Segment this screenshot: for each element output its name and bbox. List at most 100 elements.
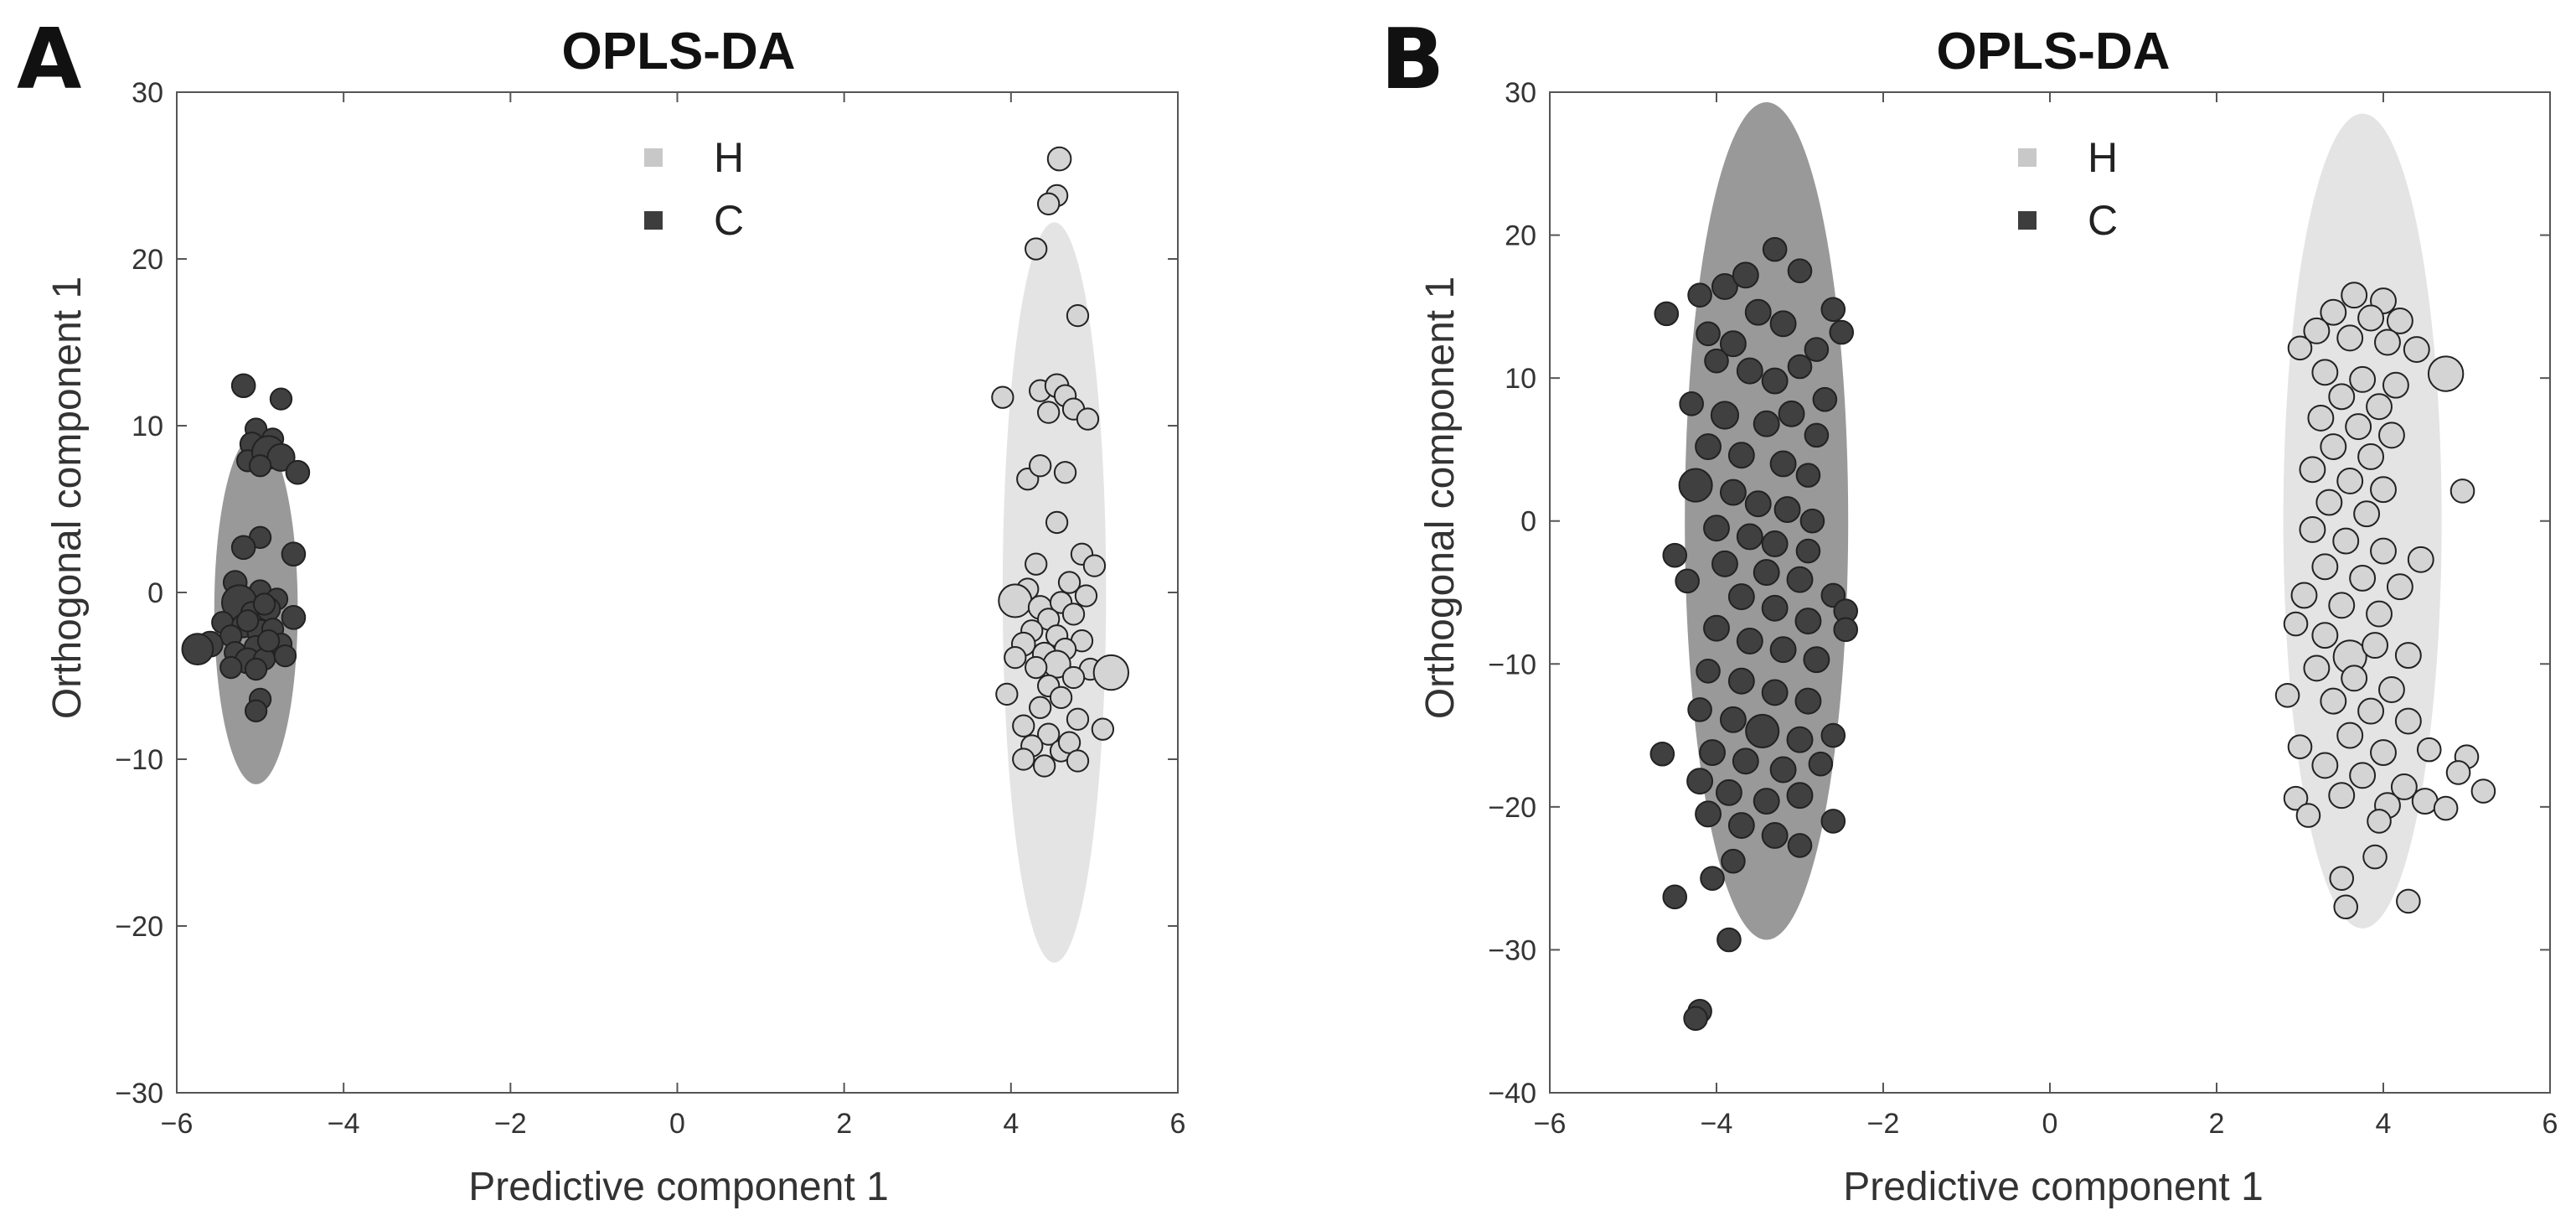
x-tick-label-b: −2 [1867, 1108, 1900, 1140]
point-c-b [1769, 450, 1797, 478]
legend-swatch-c-b [2018, 211, 2037, 230]
point-h-b [2320, 687, 2347, 715]
legend-swatch-h-a [644, 148, 663, 167]
point-c-b [1703, 515, 1730, 542]
point-h-b [2320, 433, 2347, 460]
point-h-a [1025, 237, 1048, 261]
point-c-b [1727, 583, 1755, 611]
x-tick-label-a: 4 [1003, 1108, 1019, 1140]
point-c-b [1716, 927, 1742, 953]
point-c-b [1736, 523, 1763, 551]
point-c-b [1686, 768, 1714, 795]
x-tick-label-a: −2 [494, 1108, 527, 1140]
point-h-b [2370, 739, 2397, 766]
point-c-b [1696, 321, 1721, 347]
y-tick-label-b: 0 [1520, 506, 1536, 538]
point-c-b [1649, 741, 1675, 767]
point-c-a [269, 387, 293, 411]
point-c-b [1732, 261, 1759, 289]
point-h-b [2370, 537, 2397, 565]
point-c-b [1786, 566, 1814, 593]
point-c-b [1719, 330, 1747, 358]
point-h-b [2403, 336, 2430, 363]
point-h-a [1012, 714, 1035, 737]
point-c-b [1769, 310, 1797, 338]
point-c-b [1687, 282, 1712, 308]
point-c-b [1745, 713, 1780, 749]
point-c-a [252, 592, 276, 616]
point-c-a [219, 655, 243, 680]
point-h-a [1045, 510, 1069, 535]
point-c-b [1804, 337, 1830, 362]
point-c-b [1787, 833, 1813, 858]
point-c-a [281, 541, 307, 567]
point-h-a [998, 583, 1033, 618]
point-c-b [1803, 646, 1830, 674]
point-h-b [2362, 632, 2389, 660]
x-tick-label-a: 0 [669, 1108, 685, 1140]
point-c-b [1773, 496, 1801, 524]
point-h-b [2394, 707, 2422, 735]
point-h-b [2283, 611, 2309, 637]
y-tick-label-a: 20 [132, 244, 163, 276]
x-tick-label-b: 2 [2209, 1108, 2225, 1140]
point-h-b [2311, 622, 2339, 649]
legend-label-c-b: C [2088, 197, 2118, 244]
point-c-a [235, 609, 260, 633]
point-c-b [1744, 490, 1772, 518]
x-tick-label-a: 2 [836, 1108, 852, 1140]
point-h-b [2307, 404, 2335, 432]
point-h-b [2357, 697, 2385, 725]
point-h-a [1029, 454, 1052, 478]
point-c-b [1678, 468, 1713, 503]
point-h-b [2311, 359, 2339, 386]
point-h-b [2394, 642, 2422, 670]
point-h-b [2353, 500, 2381, 528]
y-axis-label-a: Orthogonal component 1 [45, 277, 90, 719]
point-h-b [2295, 803, 2321, 828]
point-h-a [1066, 304, 1090, 328]
x-tick-label-a: 6 [1170, 1108, 1186, 1140]
point-c-b [1727, 812, 1755, 839]
point-c-b [1753, 410, 1780, 437]
point-h-b [2303, 317, 2331, 344]
y-axis-label-b: Orthogonal component 1 [1418, 277, 1463, 719]
point-c-b [1761, 594, 1789, 622]
point-h-b [2396, 888, 2421, 914]
point-h-b [2378, 676, 2405, 703]
point-c-b [1794, 608, 1822, 635]
point-h-b [2445, 760, 2471, 785]
point-c-b [1761, 367, 1789, 395]
point-h-b [2407, 546, 2434, 573]
point-c-b [1778, 400, 1805, 427]
point-c-b [1786, 726, 1814, 753]
panel-letter-a: A [17, 10, 81, 108]
point-c-b [1687, 697, 1712, 722]
point-h-b [2274, 683, 2300, 708]
point-h-a [1046, 146, 1072, 172]
y-tick-label-a: −10 [115, 744, 163, 776]
point-c-a [181, 633, 214, 666]
point-h-b [2336, 324, 2364, 352]
point-h-b [2433, 795, 2459, 821]
point-c-b [1744, 298, 1772, 326]
point-h-b [2345, 413, 2372, 441]
legend-swatch-c-a [644, 211, 663, 230]
point-c-b [1829, 319, 1855, 345]
point-c-b [1662, 542, 1688, 568]
point-c-b [1804, 422, 1830, 448]
legend-b: HC [2018, 134, 2118, 244]
point-c-b [1820, 722, 1846, 748]
point-c-b [1721, 848, 1746, 874]
point-h-b [2378, 422, 2405, 449]
point-h-b [2332, 527, 2360, 555]
point-h-b [2362, 844, 2388, 870]
point-h-b [2416, 737, 2442, 763]
point-h-b [2328, 592, 2356, 619]
y-tick-label-b: 10 [1505, 363, 1536, 395]
point-h-a [1061, 603, 1086, 626]
point-h-a [1091, 717, 1115, 741]
point-c-b [1799, 508, 1825, 534]
